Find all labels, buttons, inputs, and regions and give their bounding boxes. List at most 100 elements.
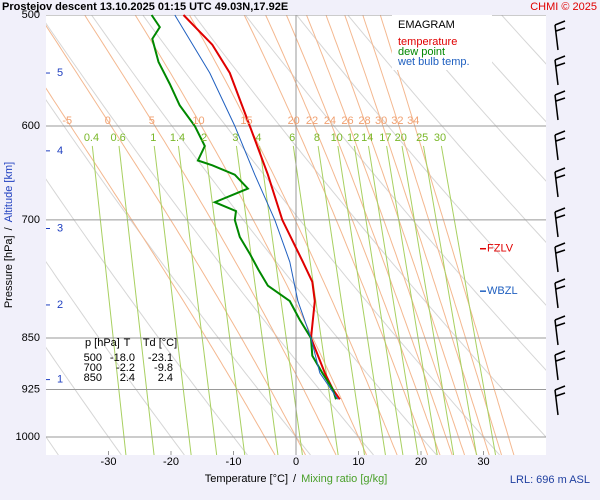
wind-barb-staff: [554, 282, 559, 309]
dry-adiabat: [296, 15, 546, 306]
y-tick-label: 925: [22, 383, 40, 395]
table-cell: -2.2: [116, 362, 135, 374]
wind-barb-flag: [555, 174, 566, 179]
legend-entry: wet bulb temp.: [397, 56, 470, 68]
mixing-ratio-label: 4: [255, 132, 261, 144]
dry-adiabat: [91, 15, 437, 455]
mixing-ratio-line: [386, 145, 438, 455]
moist-adiabat-label: 22: [306, 115, 318, 127]
wind-barb-flag: [554, 242, 566, 248]
mixing-ratio-line: [401, 145, 455, 455]
altitude-tick-label: 5: [57, 67, 63, 79]
mixing-ratio-label: 1: [150, 132, 156, 144]
mixing-ratio-line: [317, 145, 365, 455]
wind-barb-flag: [555, 392, 566, 397]
x-tick-label: -30: [101, 456, 117, 468]
moist-adiabat-label: 0: [105, 115, 111, 127]
moist-adiabat-label: 34: [407, 115, 419, 127]
mixing-ratio-line: [118, 145, 155, 455]
mixing-ratio-label: 12: [347, 132, 359, 144]
altitude-label: Altitude [km]: [3, 162, 15, 223]
wind-barb-flag: [554, 385, 566, 391]
wind-barb-staff: [554, 246, 559, 273]
chart-title: Prostejov descent 13.10.2025 01:15 UTC 4…: [2, 1, 288, 13]
mixing-ratio-label: 10: [331, 132, 343, 144]
mixing-ratio-label: 14: [361, 132, 373, 144]
x-tick-label: -10: [226, 456, 242, 468]
mixing-ratio-line: [292, 145, 339, 455]
table-cell: -9.8: [154, 362, 173, 374]
moist-adiabat: [379, 15, 515, 455]
label-layer: Prostejov descent 13.10.2025 01:15 UTC 4…: [2, 1, 597, 486]
mixing-ratio-label: 30: [434, 132, 446, 144]
moist-adiabat: [243, 15, 429, 455]
x-tick-label: 20: [415, 456, 427, 468]
mixing-ratio-line: [367, 145, 419, 455]
dry-adiabat: [46, 99, 311, 455]
mixing-ratio-line: [204, 145, 246, 455]
moist-adiabat: [285, 15, 453, 455]
moist-adiabat-label: 32: [391, 115, 403, 127]
x-label-separator: /: [293, 473, 297, 485]
y-label-separator: /: [3, 226, 15, 230]
moist-adiabat-label: 26: [341, 115, 353, 127]
footnote: LRL: 696 m ASL: [510, 474, 590, 486]
y-tick-label: 850: [22, 332, 40, 344]
table-cell: -18.0: [110, 352, 135, 364]
wind-barb-staff: [554, 24, 559, 51]
wind-barb-flag: [554, 130, 566, 136]
moist-adiabat: [134, 15, 367, 455]
wind-barb-flag: [555, 214, 566, 219]
mixing-ratio-line: [177, 145, 218, 455]
wind-barb-flag: [555, 249, 566, 254]
wind-barb-staff: [554, 354, 559, 381]
mixing-ratio-label: 20: [395, 132, 407, 144]
profile-line: [182, 14, 341, 400]
mixing-ratio-label: 0.6: [110, 132, 125, 144]
wind-barb-flag: [554, 55, 566, 61]
profile-line: [174, 14, 339, 400]
moist-adiabat-label: 5: [149, 115, 155, 127]
x-tick-label: 30: [477, 456, 489, 468]
moist-adiabat-label: 20: [288, 115, 300, 127]
credit: CHMI © 2025: [530, 1, 597, 13]
wind-barb-staff: [554, 171, 559, 198]
wind-barb-flag: [555, 97, 566, 102]
moist-adiabat-label: 10: [192, 115, 204, 127]
wind-barb-flag: [554, 20, 566, 26]
moist-adiabat: [188, 15, 398, 455]
wind-barb-flag: [555, 27, 566, 32]
mixing-ratio-line: [353, 145, 404, 455]
mixing-ratio-line: [337, 145, 386, 455]
x-axis-label: Temperature [°C] / Mixing ratio [g/kg]: [205, 473, 388, 485]
mixing-ratio-label: 1.4: [170, 132, 185, 144]
wind-barb-staff: [554, 59, 559, 86]
altitude-tick-label: 4: [57, 145, 63, 157]
wind-barb-flag: [555, 322, 566, 327]
mixing-ratio-label: 0.4: [84, 132, 99, 144]
y-tick-label: 1000: [16, 431, 40, 443]
dry-adiabat: [46, 261, 185, 455]
dry-adiabat: [193, 15, 546, 438]
dry-adiabat: [347, 15, 546, 243]
legend-entry: temperature: [398, 36, 457, 48]
grid-layer: [46, 15, 546, 455]
legend-title: EMAGRAM: [398, 19, 455, 31]
profile-line: [150, 14, 337, 400]
mixing-ratio-label: 6: [289, 132, 295, 144]
table-header: p [hPa]: [85, 337, 120, 349]
moist-adiabat-label: -5: [62, 115, 72, 127]
moist-adiabat: [325, 15, 478, 455]
moist-adiabat: [46, 24, 306, 455]
mixing-ratio-label: 8: [314, 132, 320, 144]
table-header: T: [124, 337, 131, 349]
wind-barb-flag: [554, 350, 566, 356]
moist-adiabat: [306, 15, 465, 455]
level-label: WBZL: [487, 285, 518, 297]
dry-adiabat: [398, 15, 546, 182]
y-tick-label: 600: [22, 120, 40, 132]
mixing-ratio-label: 17: [379, 132, 391, 144]
moist-adiabat: [344, 15, 490, 455]
moist-adiabat-label: 28: [358, 115, 370, 127]
